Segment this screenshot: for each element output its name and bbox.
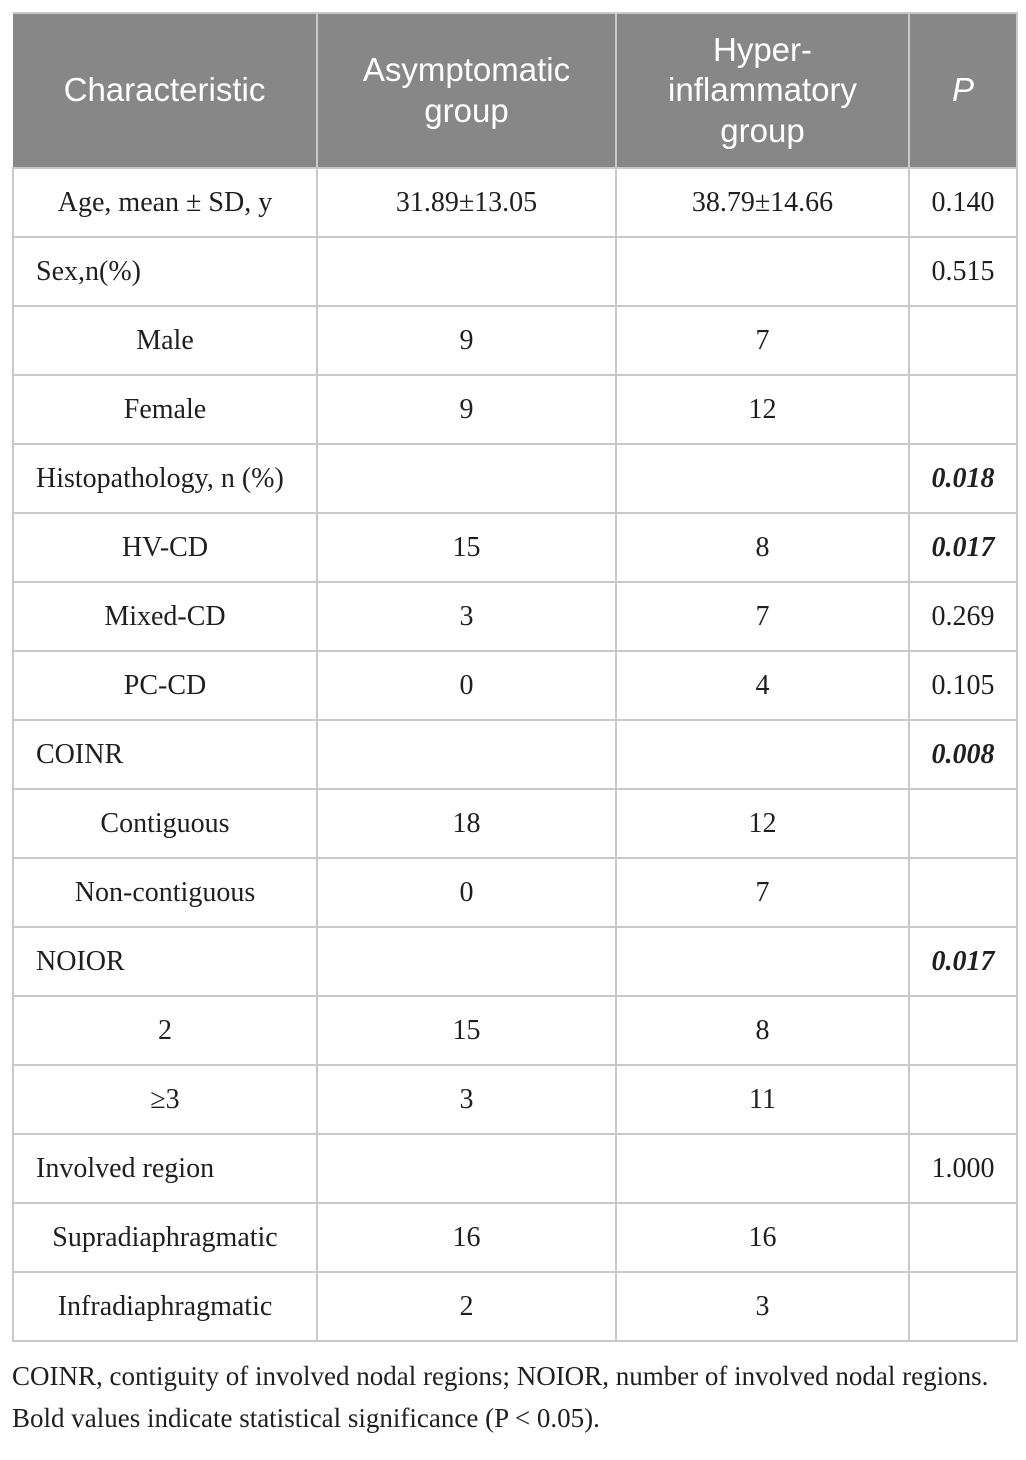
p-value bbox=[908, 305, 1018, 376]
hyper-inflammatory-value bbox=[615, 926, 910, 997]
table-row: 2 15 8 bbox=[12, 995, 1018, 1066]
asymptomatic-value: 16 bbox=[316, 1202, 617, 1273]
row-label: Sex,n(%) bbox=[12, 236, 318, 307]
p-value bbox=[908, 857, 1018, 928]
asymptomatic-value bbox=[316, 926, 617, 997]
row-label: PC-CD bbox=[12, 650, 318, 721]
hyper-inflammatory-value bbox=[615, 443, 910, 514]
hyper-inflammatory-value: 11 bbox=[615, 1064, 910, 1135]
p-value bbox=[908, 1202, 1018, 1273]
row-label: HV-CD bbox=[12, 512, 318, 583]
row-label: NOIOR bbox=[12, 926, 318, 997]
hyper-inflammatory-value: 4 bbox=[615, 650, 910, 721]
asymptomatic-value: 0 bbox=[316, 650, 617, 721]
asymptomatic-value: 2 bbox=[316, 1271, 617, 1342]
row-label: Contiguous bbox=[12, 788, 318, 859]
hyper-inflammatory-value: 3 bbox=[615, 1271, 910, 1342]
row-label: Age, mean ± SD, y bbox=[12, 167, 318, 238]
p-value: 0.018 bbox=[908, 443, 1018, 514]
row-label: ≥3 bbox=[12, 1064, 318, 1135]
asymptomatic-value: 3 bbox=[316, 581, 617, 652]
p-value bbox=[908, 1271, 1018, 1342]
hyper-inflammatory-value: 8 bbox=[615, 995, 910, 1066]
header-hyper-inflammatory-group: Hyper-inflammatory group bbox=[615, 12, 910, 169]
table-row: Female 9 12 bbox=[12, 374, 1018, 445]
p-value: 0.140 bbox=[908, 167, 1018, 238]
table-row: NOIOR 0.017 bbox=[12, 926, 1018, 997]
table-footnote: COINR, contiguity of involved nodal regi… bbox=[12, 1356, 1016, 1440]
p-value bbox=[908, 995, 1018, 1066]
p-value bbox=[908, 788, 1018, 859]
header-row: Characteristic Asymptomatic group Hyper-… bbox=[13, 12, 1018, 169]
row-label: 2 bbox=[12, 995, 318, 1066]
table-row: ≥3 3 11 bbox=[12, 1064, 1018, 1135]
table-row: Histopathology, n (%) 0.018 bbox=[12, 443, 1018, 514]
table-row: Contiguous 18 12 bbox=[12, 788, 1018, 859]
hyper-inflammatory-value: 12 bbox=[615, 788, 910, 859]
p-value: 0.017 bbox=[908, 512, 1018, 583]
p-value: 0.269 bbox=[908, 581, 1018, 652]
row-label: Histopathology, n (%) bbox=[12, 443, 318, 514]
asymptomatic-value: 18 bbox=[316, 788, 617, 859]
row-label: COINR bbox=[12, 719, 318, 790]
hyper-inflammatory-value: 8 bbox=[615, 512, 910, 583]
characteristics-table: Characteristic Asymptomatic group Hyper-… bbox=[12, 12, 1018, 1342]
table-header: Characteristic Asymptomatic group Hyper-… bbox=[13, 12, 1018, 169]
table-row: Sex,n(%) 0.515 bbox=[12, 236, 1018, 307]
table-row: Age, mean ± SD, y 31.89±13.05 38.79±14.6… bbox=[12, 167, 1018, 238]
header-p-value: P bbox=[908, 12, 1018, 169]
asymptomatic-value bbox=[316, 1133, 617, 1204]
footnote-line-2: Bold values indicate statistical signifi… bbox=[12, 1402, 600, 1433]
p-value: 0.017 bbox=[908, 926, 1018, 997]
hyper-inflammatory-value: 12 bbox=[615, 374, 910, 445]
header-characteristic: Characteristic bbox=[13, 12, 318, 169]
row-label: Involved region bbox=[12, 1133, 318, 1204]
table-row: PC-CD 0 4 0.105 bbox=[12, 650, 1018, 721]
p-value: 0.105 bbox=[908, 650, 1018, 721]
table-row: Infradiaphragmatic 2 3 bbox=[12, 1271, 1018, 1342]
table-row: Male 9 7 bbox=[12, 305, 1018, 376]
table-body: Age, mean ± SD, y 31.89±13.05 38.79±14.6… bbox=[12, 167, 1018, 1342]
header-asymptomatic-group: Asymptomatic group bbox=[316, 12, 617, 169]
row-label: Non-contiguous bbox=[12, 857, 318, 928]
table-row: Non-contiguous 0 7 bbox=[12, 857, 1018, 928]
hyper-inflammatory-value: 38.79±14.66 bbox=[615, 167, 910, 238]
table-row: Supradiaphragmatic 16 16 bbox=[12, 1202, 1018, 1273]
asymptomatic-value bbox=[316, 236, 617, 307]
hyper-inflammatory-value: 7 bbox=[615, 581, 910, 652]
asymptomatic-value bbox=[316, 719, 617, 790]
table-row: Mixed-CD 3 7 0.269 bbox=[12, 581, 1018, 652]
p-value: 0.008 bbox=[908, 719, 1018, 790]
table-row: HV-CD 15 8 0.017 bbox=[12, 512, 1018, 583]
asymptomatic-value: 15 bbox=[316, 995, 617, 1066]
hyper-inflammatory-value bbox=[615, 236, 910, 307]
hyper-inflammatory-value: 7 bbox=[615, 857, 910, 928]
asymptomatic-value bbox=[316, 443, 617, 514]
p-value: 0.515 bbox=[908, 236, 1018, 307]
asymptomatic-value: 31.89±13.05 bbox=[316, 167, 617, 238]
row-label: Supradiaphragmatic bbox=[12, 1202, 318, 1273]
p-value bbox=[908, 1064, 1018, 1135]
hyper-inflammatory-value: 16 bbox=[615, 1202, 910, 1273]
row-label: Female bbox=[12, 374, 318, 445]
p-value bbox=[908, 374, 1018, 445]
hyper-inflammatory-value: 7 bbox=[615, 305, 910, 376]
hyper-inflammatory-value bbox=[615, 719, 910, 790]
hyper-inflammatory-value bbox=[615, 1133, 910, 1204]
table-row: COINR 0.008 bbox=[12, 719, 1018, 790]
p-value: 1.000 bbox=[908, 1133, 1018, 1204]
footnote-line-1: COINR, contiguity of involved nodal regi… bbox=[12, 1361, 989, 1391]
asymptomatic-value: 15 bbox=[316, 512, 617, 583]
asymptomatic-value: 3 bbox=[316, 1064, 617, 1135]
asymptomatic-value: 9 bbox=[316, 305, 617, 376]
table-row: Involved region 1.000 bbox=[12, 1133, 1018, 1204]
asymptomatic-value: 9 bbox=[316, 374, 617, 445]
asymptomatic-value: 0 bbox=[316, 857, 617, 928]
row-label: Mixed-CD bbox=[12, 581, 318, 652]
row-label: Male bbox=[12, 305, 318, 376]
row-label: Infradiaphragmatic bbox=[12, 1271, 318, 1342]
